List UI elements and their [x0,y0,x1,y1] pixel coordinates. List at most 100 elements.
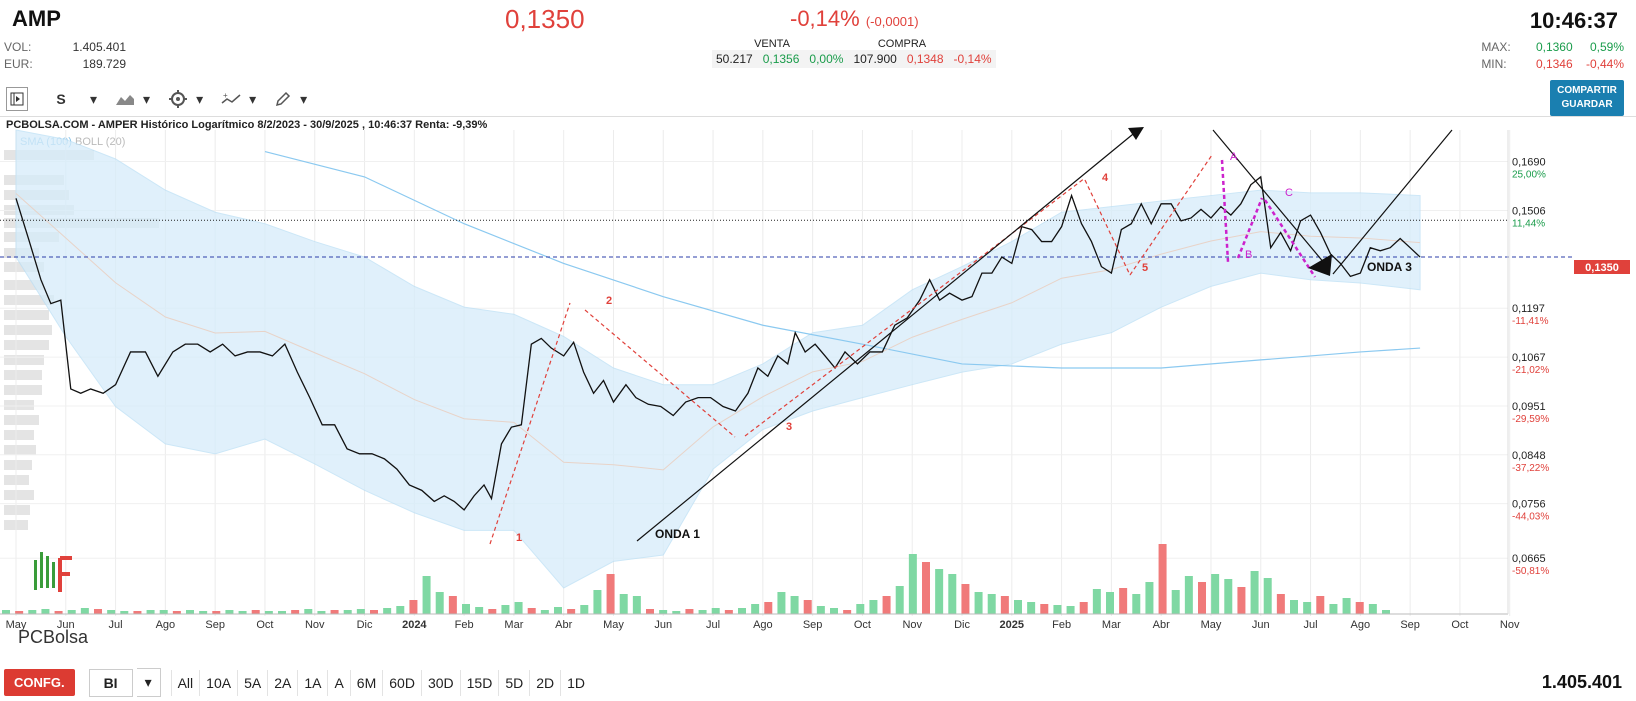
volume-bars [2,544,1390,614]
gear-icon [169,90,188,108]
volume-bar [685,609,694,614]
volume-bar [527,608,536,614]
logo-bar [46,556,49,588]
x-tick-label: Nov [1500,619,1520,631]
venta-price: 0,1356 [762,52,800,66]
volume-bar [409,600,418,614]
eur-label: EUR: [4,57,33,71]
volume-bar [1040,604,1049,614]
compra-price: 0,1348 [906,52,944,66]
vol-value: 1.405.401 [72,40,126,54]
arrow-head [1308,254,1332,276]
volume-profile-bar [4,355,44,365]
sma-100-line [264,150,1421,369]
play-panel-button[interactable] [6,87,28,111]
pencil-icon [276,91,291,107]
wave-label-c: C [1285,187,1293,199]
min-row: MIN: 0,1346 -0,44% [1481,57,1624,71]
pcbolsa-logo: PCBolsa [18,552,89,647]
settings-button[interactable]: ▾ [162,86,209,112]
x-tick-label: Abr [1153,619,1170,631]
bid-ask-quote: VENTA COMPRA 50.217 0,1356 0,00% 107.900… [712,38,996,68]
volume-profile-bar [4,460,32,470]
volume-bar [1211,574,1220,614]
period-1d[interactable]: 1D [560,669,591,696]
chevron-down-icon: ▾ [90,90,98,107]
volume-bar [619,594,628,614]
volume-bar [172,611,181,614]
x-tick-label: Feb [455,619,474,631]
volume-bar [1053,605,1062,614]
period-bar: CONFG. BI ▾ All 10A 5A 2A 1A A 6M 60D 30D 15D 5D 2D… [0,664,1636,701]
volume-bar [961,584,970,614]
chevron-down-icon: ▾ [144,674,152,690]
onda-1-trendline [636,129,1139,542]
volume-bar [1027,602,1036,614]
y-tick-percent: 11,44% [1512,219,1545,230]
indicator-select[interactable]: BI [88,668,133,697]
config-button[interactable]: CONFG. [4,669,75,696]
scale-button[interactable]: S [44,86,78,112]
period-5a[interactable]: 5A [237,669,267,696]
logo-bar [34,560,37,590]
scale-dropdown[interactable]: ▾ [84,86,103,112]
x-tick-label: Ago [156,619,176,631]
wave-label-1: 1 [516,532,522,544]
period-1a[interactable]: 1A [297,669,327,696]
volume-row: VOL: 1.405.401 [4,40,126,54]
volume-bar [816,606,825,614]
x-tick-label: Jul [109,619,123,631]
last-price: 0,1350 [505,4,585,34]
change-absolute: (-0,0001) [865,14,919,29]
period-30d[interactable]: 30D [420,669,460,696]
volume-bar [869,600,878,614]
volume-bar [146,610,155,614]
x-tick-label: May [603,619,624,631]
eur-row: EUR: 189.729 [4,57,126,71]
price-chart[interactable]: 1 2 3 4 5 A B C ONDA 1 ONDA 3 May Jun Jul Ago Sep Oct N… [0,0,1636,664]
indicators-button[interactable]: + ▾ [215,86,262,112]
draw-tools-button[interactable]: ▾ [268,86,313,112]
volume-bar [764,602,773,614]
volume-bar [199,611,208,614]
wave-a-line [1220,159,1230,263]
divider [0,116,1636,117]
volume-bar [54,611,63,614]
period-6m[interactable]: 6M [349,669,382,696]
volume-bar [1106,592,1114,614]
volume-bar [107,610,116,614]
logo-mark [58,556,72,592]
share-label: COMPARTIR [1557,85,1617,96]
period-2a[interactable]: 2A [267,669,297,696]
chevron-down-icon: ▾ [196,90,204,107]
chart-type-button[interactable]: ▾ [109,86,156,112]
period-a[interactable]: A [327,669,349,696]
volume-bar [186,610,194,614]
period-2d[interactable]: 2D [529,669,560,696]
period-5d[interactable]: 5D [498,669,529,696]
volume-bar [935,569,944,614]
volume-bar [1329,604,1338,614]
volume-bar [738,608,746,614]
wave-label-3: 3 [786,421,792,433]
eur-value: 189.729 [82,57,126,71]
volume-bar [1079,602,1088,614]
period-10a[interactable]: 10A [199,669,237,696]
volume-bar [632,596,641,614]
x-tick-label: Sep [803,619,823,631]
volume-bar [895,586,904,614]
wave-label-b: B [1245,249,1252,261]
indicator-select-dropdown[interactable]: ▾ [136,668,161,697]
share-save-button[interactable]: COMPARTIR GUARDAR [1550,80,1624,116]
x-tick-label: Oct [256,619,273,631]
volume-bar [1198,582,1206,614]
period-all[interactable]: All [170,669,200,696]
volume-bar [2,610,10,614]
period-60d[interactable]: 60D [382,669,421,696]
volume-profile-bar [4,310,49,320]
period-15d[interactable]: 15D [459,669,499,696]
wave-annotations: 1 2 3 4 5 A B C ONDA 1 ONDA 3 [489,127,1453,545]
x-tick-label: May [1201,619,1222,631]
price-tag-text: 0,1350 [1585,262,1619,274]
volume-bar [501,605,510,614]
